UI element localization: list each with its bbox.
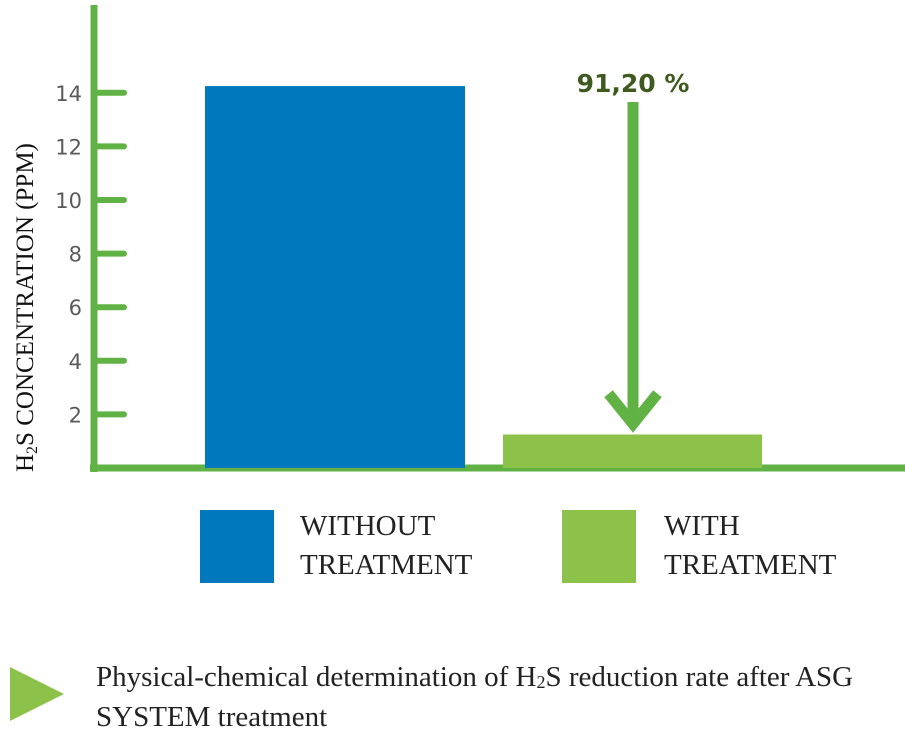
bar-with-treatment <box>503 434 762 468</box>
legend-label-without: WITHOUT <box>300 510 436 542</box>
legend-label-with-2: TREATMENT <box>664 549 837 581</box>
reduction-label: 91,20 % <box>577 69 690 98</box>
bar-chart: 2 4 6 8 10 12 14 H2S CONCENTRATION (PPM) 91,20… <box>12 5 905 583</box>
bar-without-treatment <box>205 86 465 468</box>
y-tick-label: 2 <box>69 403 82 427</box>
reduction-arrow: 91,20 % <box>577 69 690 433</box>
y-tick-label: 14 <box>55 82 82 106</box>
figure-caption: Physical-chemical determination of H2S r… <box>96 661 854 733</box>
legend: WITHOUT TREATMENT WITH TREATMENT <box>200 510 837 583</box>
legend-swatch-without <box>200 510 274 583</box>
triangle-bullet-icon <box>10 667 64 721</box>
y-ticks: 2 4 6 8 10 12 14 <box>55 82 127 427</box>
y-axis-label: H2S CONCENTRATION (PPM) <box>12 143 41 472</box>
y-tick-label: 8 <box>69 243 82 267</box>
y-tick-label: 12 <box>55 135 82 159</box>
y-tick-label: 10 <box>55 189 82 213</box>
bars <box>205 86 762 468</box>
legend-swatch-with <box>562 510 636 583</box>
y-tick-label: 4 <box>69 350 82 374</box>
legend-label-without-2: TREATMENT <box>300 549 473 581</box>
legend-label-with: WITH <box>664 510 740 542</box>
arrow-head <box>604 390 662 433</box>
y-tick-label: 6 <box>69 296 82 320</box>
